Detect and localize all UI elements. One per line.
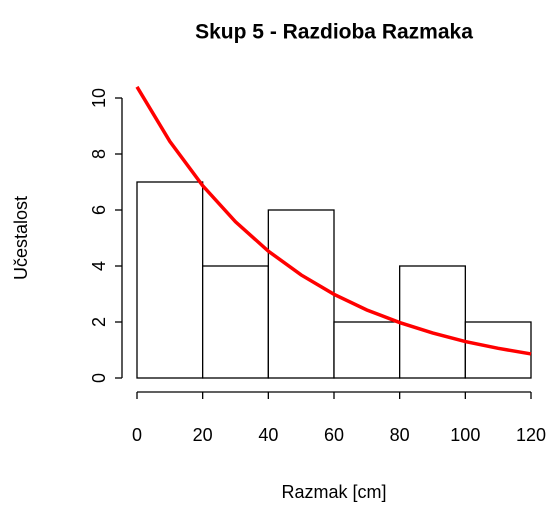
- x-axis-label: Razmak [cm]: [281, 482, 386, 502]
- y-tick-label: 4: [89, 261, 109, 271]
- x-tick-label: 120: [516, 425, 546, 445]
- x-tick-label: 0: [132, 425, 142, 445]
- y-tick-label: 8: [89, 149, 109, 159]
- y-tick-label: 6: [89, 205, 109, 215]
- x-tick-label: 40: [258, 425, 278, 445]
- bar: [136, 181, 204, 379]
- bar: [202, 265, 269, 379]
- y-axis-label: Učestalost: [11, 196, 31, 280]
- y-tick-label: 10: [89, 88, 109, 108]
- curve-group: [135, 86, 532, 356]
- x-tick-label: 80: [390, 425, 410, 445]
- x-tick-label: 60: [324, 425, 344, 445]
- x-tick-label: 100: [450, 425, 480, 445]
- bar: [267, 209, 335, 379]
- bar: [399, 265, 466, 379]
- fitted-curve: [135, 86, 532, 356]
- x-tick-label: 20: [193, 425, 213, 445]
- y-tick-label: 2: [89, 317, 109, 327]
- y-tick-label: 0: [89, 373, 109, 383]
- chart-title: Skup 5 - Razdioba Razmaka: [195, 21, 473, 44]
- bar: [333, 321, 401, 379]
